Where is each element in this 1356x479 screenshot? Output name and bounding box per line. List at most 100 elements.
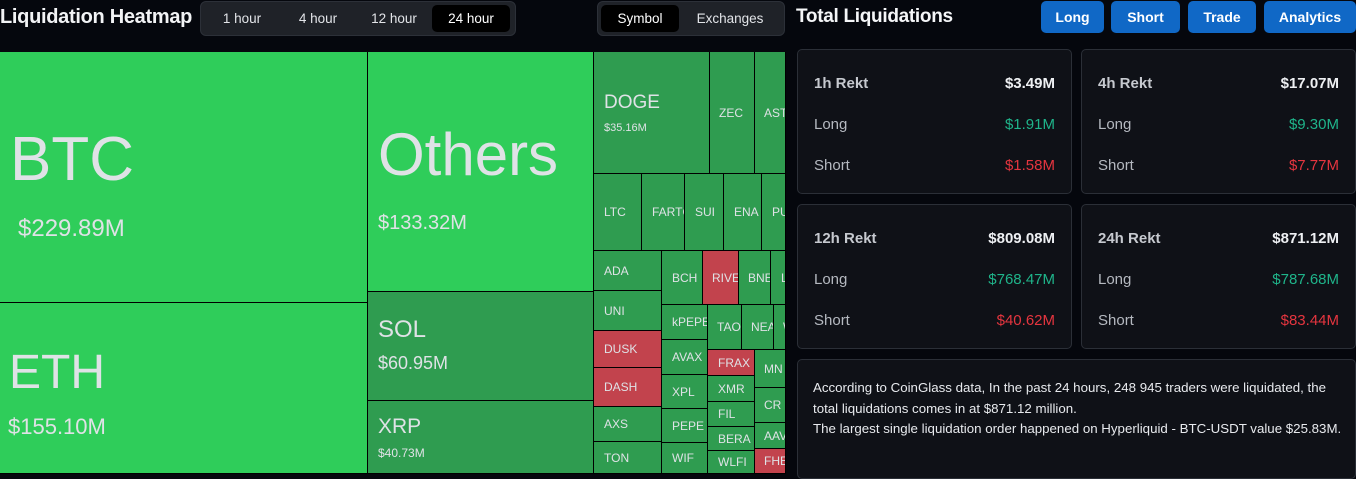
long-label: Long	[1098, 116, 1132, 133]
tile-value: $133.32M	[378, 212, 467, 234]
tile-symbol: DUSK	[604, 342, 638, 356]
tile-value: $229.89M	[18, 215, 125, 242]
short-value: $83.44M	[1280, 312, 1339, 329]
tile-symbol: UNI	[604, 303, 625, 318]
tile-fhe[interactable]: FHE	[755, 449, 786, 474]
heatmap-header: Liquidation Heatmap 1 hour 4 hour 12 hou…	[0, 0, 790, 50]
tile-zec[interactable]: ZEC	[710, 52, 755, 174]
tile-symbol: ZEC	[719, 105, 743, 120]
tile-dash[interactable]: DASH	[594, 368, 662, 407]
tile-tao[interactable]: TAO	[708, 305, 742, 350]
short-button[interactable]: Short	[1111, 1, 1180, 33]
tile-dusk[interactable]: DUSK	[594, 331, 662, 368]
card-label: 4h Rekt	[1098, 75, 1153, 92]
tile-crv[interactable]: CR	[755, 388, 786, 423]
tile-rive[interactable]: RIVE	[703, 251, 739, 305]
analytics-button[interactable]: Analytics	[1264, 1, 1356, 33]
tile-symbol: RIVE	[712, 270, 739, 285]
tile-symbol: BTC	[10, 125, 134, 194]
tile-sol[interactable]: SOL $60.95M	[368, 292, 594, 401]
liquidation-summary: According to CoinGlass data, In the past…	[797, 359, 1356, 479]
long-label: Long	[814, 116, 848, 133]
tile-symbol: XMR	[718, 381, 745, 396]
tile-symbol: SOL	[378, 316, 427, 343]
tile-avax[interactable]: AVAX	[662, 340, 708, 375]
tab-24-hour[interactable]: 24 hour	[432, 5, 510, 32]
tile-axs[interactable]: AXS	[594, 407, 662, 442]
tile-xrp[interactable]: XRP $40.73M	[368, 401, 594, 474]
card-total: $3.49M	[1004, 75, 1055, 92]
tile-ltc[interactable]: LTC	[594, 174, 642, 251]
tile-value: $155.10M	[8, 414, 106, 439]
tile-kpepe[interactable]: kPEPE	[662, 305, 708, 340]
tile-symbol: DOGE	[604, 92, 660, 113]
tab-12-hour[interactable]: 12 hour	[371, 11, 417, 26]
card-label: 1h Rekt	[814, 75, 869, 92]
tile-ena[interactable]: ENA	[724, 174, 762, 251]
long-button[interactable]: Long	[1041, 1, 1104, 33]
card-total: $17.07M	[1280, 75, 1339, 92]
long-value: $9.30M	[1288, 116, 1339, 133]
tile-symbol: FARTC	[652, 205, 684, 219]
tile-xmr[interactable]: XMR	[708, 376, 755, 402]
card-12h-rekt: 12h Rekt $809.08M Long $768.47M Short $40.6…	[797, 204, 1072, 349]
tile-symbol: SUI	[695, 205, 716, 219]
tile-wif[interactable]: WIF	[662, 443, 708, 474]
tile-symbol: FHE	[764, 454, 786, 468]
long-value: $1.91M	[1004, 116, 1055, 133]
tile-bnb[interactable]: BNE	[739, 251, 771, 305]
tile-w[interactable]: W	[774, 305, 786, 350]
tile-sui[interactable]: SUI	[685, 174, 724, 251]
tile-pepe[interactable]: PEPE	[662, 409, 708, 443]
tile-fil[interactable]: FIL	[708, 402, 755, 427]
tile-near[interactable]: NEA	[742, 305, 774, 350]
tile-fartcoin[interactable]: FARTC	[642, 174, 685, 251]
tile-symbol: BNE	[748, 270, 771, 285]
short-value: $40.62M	[996, 312, 1055, 329]
short-label: Short	[1098, 312, 1134, 329]
card-24h-rekt: 24h Rekt $871.12M Long $787.68M Short $83.4…	[1081, 204, 1356, 349]
tile-uni[interactable]: UNI	[594, 291, 662, 331]
tile-bch[interactable]: BCH	[662, 251, 703, 305]
tile-symbol: WIF	[672, 451, 694, 465]
tile-l[interactable]: L	[771, 251, 786, 305]
tile-btc[interactable]: BTC $229.89M	[0, 52, 368, 303]
long-value: $768.47M	[988, 271, 1055, 288]
tile-pu[interactable]: PU	[762, 174, 786, 251]
tile-ada[interactable]: ADA	[594, 251, 662, 291]
tile-eth[interactable]: ETH $155.10M	[0, 303, 368, 474]
long-label: Long	[814, 271, 848, 288]
card-4h-rekt: 4h Rekt $17.07M Long $9.30M Short $7.77M	[1081, 49, 1356, 194]
tile-symbol: CR	[764, 398, 782, 412]
tab-exchanges[interactable]: Exchanges	[696, 11, 764, 26]
tab-symbol[interactable]: Symbol	[601, 5, 679, 32]
tile-ton[interactable]: TON	[594, 442, 662, 474]
tile-frax[interactable]: FRAX	[708, 350, 755, 376]
tile-value: $40.73M	[378, 446, 425, 460]
tile-symbol: kPEPE	[672, 315, 708, 329]
short-value: $1.58M	[1004, 157, 1055, 174]
card-1h-rekt: 1h Rekt $3.49M Long $1.91M Short $1.58M	[797, 49, 1072, 194]
tile-others[interactable]: Others $133.32M	[368, 52, 594, 292]
tile-symbol: AST	[764, 105, 786, 120]
tile-xpl[interactable]: XPL	[662, 375, 708, 409]
tile-mnt[interactable]: MN	[755, 350, 786, 388]
long-value: $787.68M	[1272, 271, 1339, 288]
card-label: 24h Rekt	[1098, 230, 1161, 247]
tile-symbol: MN	[764, 361, 783, 376]
tile-doge[interactable]: DOGE $35.16M	[594, 52, 710, 174]
tile-symbol: TON	[604, 450, 630, 465]
tile-wlfi[interactable]: WLFI	[708, 451, 755, 474]
tile-symbol: ENA	[734, 205, 759, 219]
tile-symbol: W	[783, 320, 785, 334]
tile-symbol: BCH	[672, 270, 698, 285]
tile-ast[interactable]: AST	[755, 52, 786, 174]
tile-aave[interactable]: AAV	[755, 423, 786, 449]
tile-symbol: DASH	[604, 380, 638, 394]
tab-1-hour[interactable]: 1 hour	[222, 11, 262, 26]
tile-value: $35.16M	[604, 122, 647, 134]
trade-button[interactable]: Trade	[1188, 1, 1256, 33]
tile-symbol: NEA	[751, 320, 774, 334]
tab-4-hour[interactable]: 4 hour	[298, 11, 338, 26]
tile-bera[interactable]: BERA	[708, 427, 755, 451]
